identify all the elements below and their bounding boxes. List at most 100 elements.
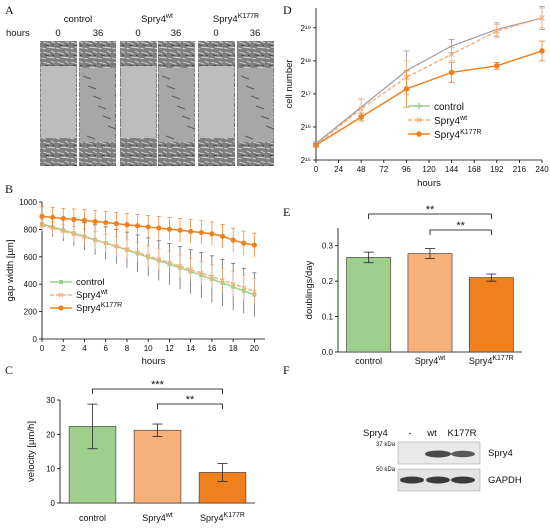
category-label-1: Spry4wt (415, 355, 446, 366)
y-tick-label: 0.3 (322, 242, 334, 251)
category-label-1: Spry4wt (142, 512, 173, 523)
data-point (82, 234, 87, 240)
chart-e-doublings: 0.0 0.1 0.2 0.3 doublings/day control Spry4wt S… (304, 204, 522, 366)
data-point (81, 217, 88, 223)
x-axis-label: hours (417, 178, 441, 189)
y-tick-label: 2¹⁹ (300, 24, 311, 33)
micrograph-6 (237, 41, 275, 166)
micrograph-gap (159, 68, 194, 142)
data-point (209, 231, 215, 237)
data-point (209, 274, 215, 280)
data-point (177, 227, 183, 233)
y-tick-label: 2¹⁵ (301, 156, 311, 165)
panel-label-e: E (283, 205, 290, 219)
x-tick-label: 240 (535, 165, 549, 174)
y-tick-label: 2¹⁶ (301, 123, 311, 132)
data-point (188, 228, 194, 235)
x-tick-label: 8 (125, 344, 130, 353)
data-point (219, 233, 226, 239)
significance-bracket-0 (92, 388, 223, 394)
bar-2 (468, 277, 514, 353)
y-tick-label: 10 (46, 465, 55, 474)
micrograph-5 (198, 41, 235, 166)
blot-lane-k177r: K177R (447, 428, 476, 439)
data-point (358, 114, 365, 120)
chart-d-cell-number: 2¹⁵ 2¹⁶ 2¹⁷ 2¹⁸ 2¹⁹ 0 24 48 72 96 120 144 168 192 216 2… (284, 5, 549, 189)
micrograph-cell (240, 75, 250, 80)
legend-label-2: Spry4K177R (434, 129, 482, 141)
significance-bracket-0 (368, 213, 492, 219)
data-point (198, 229, 204, 236)
micrograph-cell (244, 135, 254, 140)
y-tick-label: 30 (46, 396, 55, 405)
legend: control Spry4wt Spry4K177R (408, 102, 482, 141)
micrograph-gap (199, 66, 234, 138)
legend-marker (58, 292, 64, 298)
data-point (113, 221, 119, 227)
data-point (358, 105, 365, 112)
data-point (92, 218, 98, 225)
data-point (156, 256, 162, 262)
legend-marker (416, 103, 422, 109)
micrograph-cell (171, 95, 181, 100)
data-point (156, 225, 162, 231)
blot-band-gapdh-2 (426, 476, 450, 484)
micrograph-cell (186, 125, 196, 130)
y-tick-label: 0 (51, 499, 56, 508)
blot-marker-50: 50 kDa (376, 467, 396, 473)
data-point (313, 142, 319, 148)
x-tick-label: 24 (334, 165, 343, 174)
data-point (103, 240, 109, 246)
data-point (220, 278, 225, 283)
y-tick-label: 0.2 (322, 277, 334, 286)
data-point (241, 285, 247, 291)
x-tick-label: 216 (513, 165, 527, 174)
micrograph-3 (120, 41, 157, 166)
data-point (145, 224, 151, 230)
y-axis-label: doublings/day (304, 260, 315, 319)
data-point (39, 213, 45, 219)
micrograph-gap (41, 66, 76, 138)
blot-label-gapdh: GAPDH (488, 475, 522, 486)
data-point (134, 223, 141, 229)
micrograph-cell (260, 115, 270, 120)
x-tick-label: 4 (82, 344, 87, 353)
y-axis-label: cell number (284, 59, 295, 108)
chart-b-gap-width: 0 200 400 600 800 1000 0 2 4 6 8 10 12 14 16 18 20 hours g… (5, 198, 265, 367)
panel-a-time-k177r-0: 0 (213, 28, 218, 39)
chart-c-velocity: 0 10 20 30 velocity [µm/h] control Spry4wt Spry… (26, 379, 255, 523)
data-point (403, 86, 410, 92)
micrograph-4 (158, 41, 196, 166)
x-tick-label: 0 (314, 165, 319, 174)
panel-a-time-wt-36: 36 (171, 28, 182, 39)
bar-0 (346, 257, 392, 353)
data-point (252, 289, 257, 294)
micrograph-cell (265, 125, 275, 130)
micrograph-gap (238, 68, 273, 142)
data-point (493, 28, 500, 35)
micrograph-cell (92, 95, 102, 100)
x-tick-label: 20 (250, 344, 259, 353)
category-label-0: control (355, 356, 382, 366)
micrograph-cell (166, 85, 176, 90)
y-tick-label: 0.1 (322, 313, 334, 322)
series-line (315, 50, 543, 146)
x-tick-label: 0 (40, 344, 45, 353)
micrograph-2 (79, 41, 117, 166)
panel-a-hours-label: hours (6, 28, 30, 39)
x-tick-label: 2 (61, 344, 66, 353)
data-point (60, 215, 66, 222)
x-axis-label: hours (142, 356, 166, 367)
legend-marker (416, 117, 422, 123)
blot-label-spry4: Spry4 (488, 448, 513, 459)
blot-band-gapdh-1 (400, 476, 424, 484)
category-label-2: Spry4K177R (200, 512, 245, 523)
panel-a-group-spry4k177r: Spry4K177R (213, 13, 259, 25)
micrograph-cell (255, 105, 265, 110)
y-tick-label: 400 (24, 280, 38, 289)
panel-label-a: A (5, 3, 14, 17)
significance-mark-1: ** (456, 220, 465, 232)
significance-mark-1: ** (186, 394, 195, 406)
data-point (124, 247, 130, 252)
